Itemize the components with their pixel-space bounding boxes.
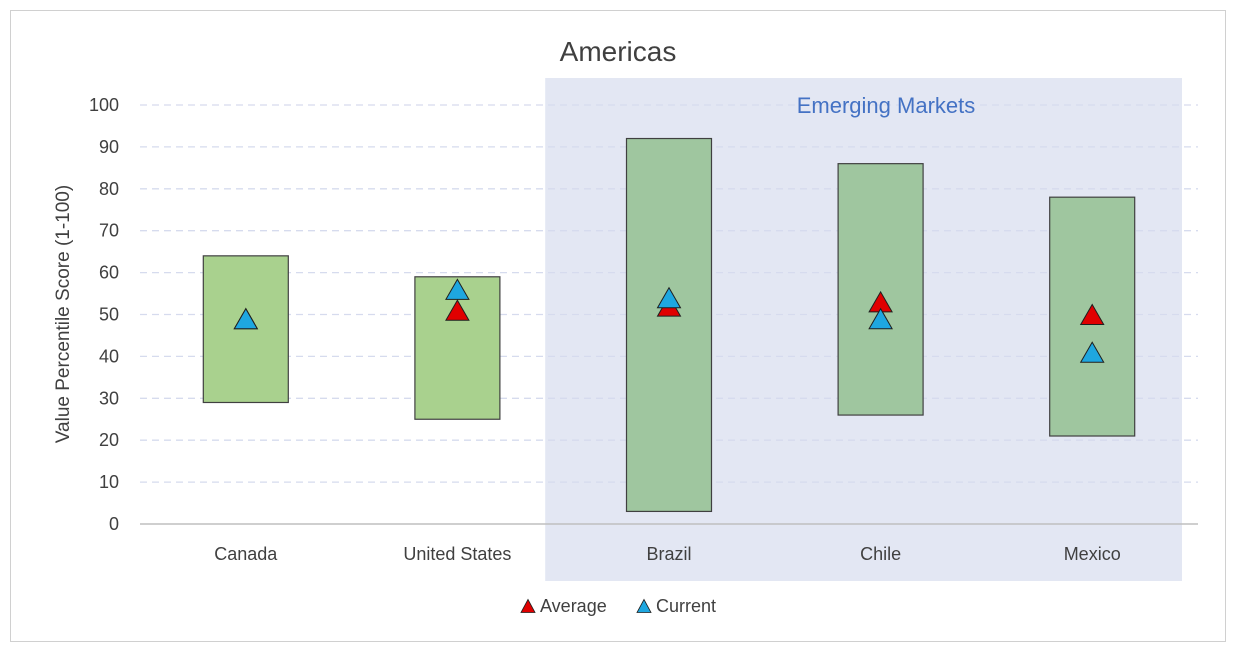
- emerging-markets-label: Emerging Markets: [797, 93, 976, 118]
- y-axis-label: Value Percentile Score (1-100): [53, 185, 74, 443]
- average-marker-united-states: [445, 299, 470, 321]
- category-label-brazil: Brazil: [646, 544, 691, 564]
- range-bar-chile: [837, 163, 924, 416]
- current-marker-chile: [868, 307, 893, 330]
- y-tick-40: 40: [99, 346, 119, 366]
- y-tick-50: 50: [99, 305, 119, 325]
- average-marker-mexico: [1079, 303, 1105, 325]
- category-label-canada: Canada: [214, 544, 278, 564]
- y-tick-70: 70: [99, 221, 119, 241]
- category-label-mexico: Mexico: [1064, 544, 1121, 564]
- legend-current-marker: [636, 598, 652, 613]
- category-label-chile: Chile: [860, 544, 901, 564]
- chart-title: Americas: [560, 36, 677, 67]
- y-tick-10: 10: [99, 472, 119, 492]
- y-tick-80: 80: [99, 179, 119, 199]
- current-marker-brazil: [656, 286, 682, 309]
- current-marker-united-states: [445, 278, 470, 300]
- y-tick-20: 20: [99, 430, 119, 450]
- legend: Average Current: [520, 596, 716, 616]
- category-label-united-states: United States: [403, 544, 511, 564]
- current-marker-canada: [233, 307, 259, 330]
- markers: [233, 278, 1105, 363]
- legend-average-marker: [520, 598, 536, 613]
- current-marker-mexico: [1079, 341, 1105, 363]
- y-tick-labels: 0 10 20 30 40 50 60 70 80 90 100: [89, 95, 119, 534]
- y-tick-0: 0: [109, 514, 119, 534]
- y-tick-30: 30: [99, 388, 119, 408]
- category-labels: Canada United States Brazil Chile Mexico: [214, 544, 1120, 564]
- range-bar-brazil: [625, 137, 713, 513]
- legend-average-label: Average: [540, 596, 607, 616]
- y-tick-100: 100: [89, 95, 119, 115]
- y-tick-90: 90: [99, 137, 119, 157]
- legend-current-label: Current: [656, 596, 716, 616]
- y-tick-60: 60: [99, 263, 119, 283]
- range-bars: [202, 137, 1136, 513]
